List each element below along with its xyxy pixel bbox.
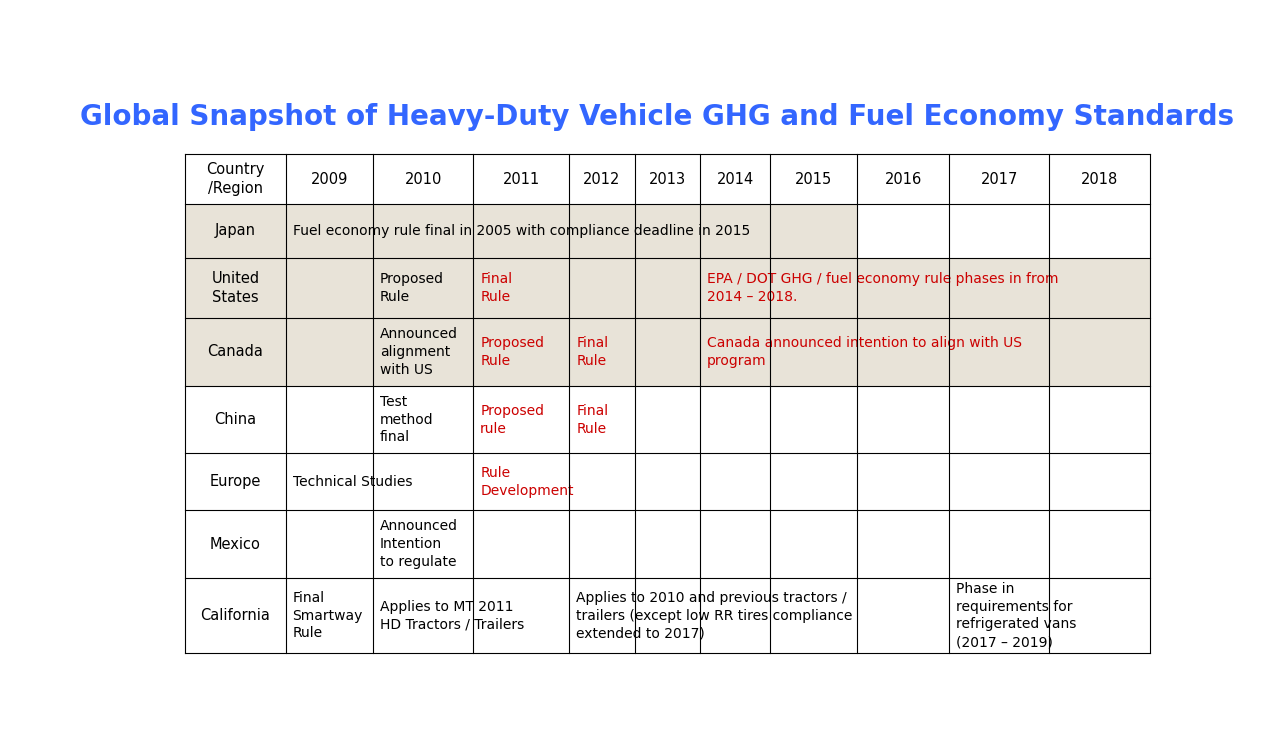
- Text: Proposed
Rule: Proposed Rule: [480, 336, 544, 368]
- Text: 2016: 2016: [884, 172, 921, 186]
- Text: 2012: 2012: [584, 172, 621, 186]
- Bar: [185, 204, 857, 258]
- Text: Final
Rule: Final Rule: [576, 336, 608, 368]
- Bar: [185, 155, 1150, 204]
- Text: Applies to 2010 and previous tractors /
trailers (except low RR tires compliance: Applies to 2010 and previous tractors / …: [576, 591, 853, 640]
- Bar: [185, 454, 1150, 511]
- Text: Canada: Canada: [208, 345, 263, 360]
- Bar: [185, 511, 1150, 578]
- Bar: [185, 318, 1150, 386]
- Text: Europe: Europe: [209, 474, 262, 489]
- Text: Applies to MT 2011
HD Tractors / Trailers: Applies to MT 2011 HD Tractors / Trailer…: [380, 599, 523, 631]
- Text: 2017: 2017: [980, 172, 1017, 186]
- Text: Proposed
rule: Proposed rule: [480, 404, 544, 436]
- Text: Rule
Development: Rule Development: [480, 466, 574, 498]
- Text: Global Snapshot of Heavy-Duty Vehicle GHG and Fuel Economy Standards: Global Snapshot of Heavy-Duty Vehicle GH…: [81, 103, 1234, 131]
- Text: China: China: [214, 412, 257, 427]
- Text: 2018: 2018: [1080, 172, 1119, 186]
- Text: 2015: 2015: [795, 172, 833, 186]
- Text: Country
/Region: Country /Region: [207, 163, 264, 196]
- Text: 2013: 2013: [649, 172, 686, 186]
- Text: Canada announced intention to align with US
program: Canada announced intention to align with…: [707, 336, 1023, 368]
- Text: Announced
Intention
to regulate: Announced Intention to regulate: [380, 519, 458, 569]
- Text: EPA / DOT GHG / fuel economy rule phases in from
2014 – 2018.: EPA / DOT GHG / fuel economy rule phases…: [707, 272, 1058, 304]
- Bar: [857, 204, 1150, 258]
- Text: Fuel economy rule final in 2005 with compliance deadline in 2015: Fuel economy rule final in 2005 with com…: [293, 224, 749, 238]
- Text: 2009: 2009: [310, 172, 348, 186]
- Text: United
States: United States: [212, 271, 259, 305]
- Bar: [185, 386, 1150, 454]
- Text: Japan: Japan: [216, 223, 255, 238]
- Text: 2014: 2014: [716, 172, 753, 186]
- Text: Technical Studies: Technical Studies: [293, 475, 412, 489]
- Text: 2011: 2011: [503, 172, 540, 186]
- Text: 2010: 2010: [404, 172, 441, 186]
- Text: Phase in
requirements for
refrigerated vans
(2017 – 2019): Phase in requirements for refrigerated v…: [956, 582, 1076, 649]
- Text: Mexico: Mexico: [210, 536, 260, 552]
- Text: California: California: [200, 608, 271, 623]
- Text: Announced
alignment
with US: Announced alignment with US: [380, 327, 458, 377]
- Text: Final
Rule: Final Rule: [480, 272, 512, 304]
- Bar: [185, 578, 1150, 653]
- Text: Final
Rule: Final Rule: [576, 404, 608, 436]
- Text: Test
method
final: Test method final: [380, 395, 434, 445]
- Bar: [185, 258, 1150, 318]
- Text: Final
Smartway
Rule: Final Smartway Rule: [293, 591, 363, 640]
- Text: Proposed
Rule: Proposed Rule: [380, 272, 444, 304]
